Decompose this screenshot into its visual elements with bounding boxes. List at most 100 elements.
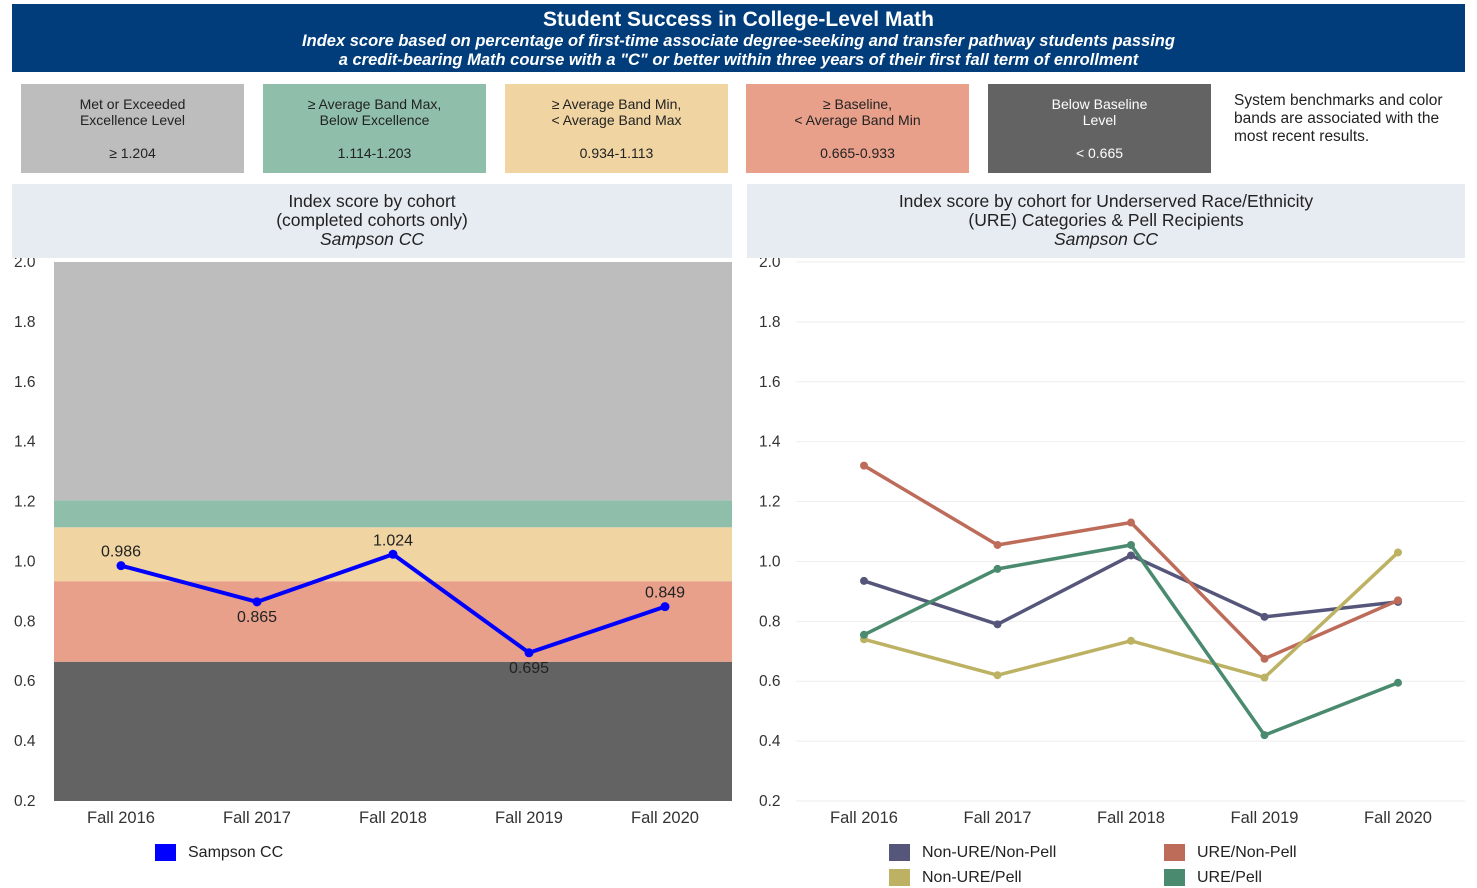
- band-label: Met or Exceeded Excellence Level: [21, 84, 244, 128]
- band-box: ≥ Average Band Max, Below Excellence 1.114…: [263, 84, 486, 173]
- x-tick-label: Fall 2017: [223, 809, 291, 827]
- report-subtitle-line2: a credit-bearing Math course with a "C" …: [338, 51, 1139, 69]
- data-point: [1260, 612, 1269, 621]
- y-tick-label: 0.4: [759, 733, 781, 750]
- band-range: ≥ 1.204: [109, 145, 156, 161]
- y-tick-label: 1.8: [759, 314, 781, 331]
- data-point: [1127, 551, 1135, 560]
- series-line: [862, 550, 1400, 680]
- right-panel-header: Index score by cohort for Underserved Ra…: [747, 184, 1465, 258]
- band-label: ≥ Average Band Min, < Average Band Max: [505, 84, 728, 128]
- band-rect: [54, 500, 732, 528]
- legend-label: URE/Pell: [1197, 869, 1262, 886]
- y-tick-label: 2.0: [759, 258, 781, 271]
- band-range: 0.665-0.933: [820, 145, 895, 161]
- band-range: 0.934-1.113: [579, 145, 654, 161]
- data-label: 1.024: [373, 532, 413, 549]
- data-point: [1127, 540, 1135, 549]
- band-label-line2: < Average Band Max: [551, 112, 682, 128]
- cohort-index-chart: 0.2 0.4 0.6 0.8 1.0 1.2 1.4 1.6 1.8 2.0 Fall 2016 F…: [14, 258, 732, 827]
- x-tick-label: Fall 2019: [1231, 809, 1299, 827]
- x-tick-label: Fall 2016: [830, 809, 898, 827]
- x-tick-label: Fall 2016: [87, 809, 155, 827]
- x-tick-label: Fall 2019: [495, 809, 563, 827]
- band-label-line2: Level: [1082, 112, 1117, 128]
- band-rect: [54, 661, 732, 801]
- band-label-line1: Below Baseline: [1051, 96, 1148, 112]
- data-label: 0.865: [237, 609, 277, 626]
- data-point: [116, 561, 126, 571]
- y-tick-label: 1.0: [759, 553, 781, 570]
- data-label: 0.695: [509, 660, 549, 677]
- x-tick-label: Fall 2018: [359, 809, 427, 827]
- band-label-line2: Below Excellence: [319, 112, 430, 128]
- data-point: [660, 602, 670, 612]
- right-panel-college: Sampson CC: [1053, 229, 1159, 249]
- data-point: [524, 648, 534, 658]
- y-tick-label: 0.8: [759, 613, 781, 630]
- legend-swatch: [155, 844, 176, 861]
- legend-swatch: [1164, 869, 1185, 886]
- report-header: Student Success in College-Level Math In…: [12, 4, 1465, 72]
- y-tick-label: 1.2: [759, 494, 781, 511]
- data-point: [860, 630, 868, 639]
- y-tick-label: 1.4: [759, 434, 781, 451]
- y-tick-label: 0.6: [759, 673, 781, 690]
- y-tick-label: 0.6: [14, 673, 36, 690]
- band-label-line1: ≥ Baseline,: [822, 96, 893, 112]
- y-tick-label: 1.2: [14, 494, 36, 511]
- y-tick-label: 0.8: [14, 613, 36, 630]
- data-point: [1394, 548, 1402, 557]
- benchmark-note: System benchmarks and color bands are as…: [1234, 92, 1443, 145]
- data-point: [993, 671, 1002, 680]
- data-point: [860, 461, 868, 470]
- legend-swatch: [889, 844, 910, 861]
- y-tick-label: 1.0: [14, 553, 36, 570]
- x-tick-label: Fall 2017: [964, 809, 1032, 827]
- right-panel-title-line2: (URE) Categories & Pell Recipients: [968, 210, 1244, 230]
- ure-pell-index-chart: 0.2 0.4 0.6 0.8 1.0 1.2 1.4 1.6 1.8 2.0 Fall 2016 F…: [759, 258, 1465, 827]
- data-point: [993, 564, 1002, 573]
- y-tick-label: 2.0: [14, 258, 36, 271]
- report-title: Student Success in College-Level Math: [543, 8, 934, 31]
- band-label-line2: Excellence Level: [79, 112, 186, 128]
- series-line: [862, 553, 1400, 627]
- band-range: < 0.665: [1075, 145, 1124, 161]
- y-tick-label: 1.8: [14, 314, 36, 331]
- band-rect: [54, 262, 732, 501]
- data-point: [1260, 673, 1269, 682]
- legend-label: URE/Non-Pell: [1197, 844, 1297, 861]
- band-label-line1: ≥ Average Band Max,: [307, 96, 442, 112]
- band-range: 1.114-1.203: [337, 145, 412, 161]
- legend-label: Non-URE/Non-Pell: [922, 844, 1057, 861]
- legend-label: Non-URE/Pell: [922, 869, 1022, 886]
- data-point: [993, 540, 1002, 549]
- left-panel-title-line1: Index score by cohort: [288, 191, 456, 211]
- data-point: [388, 549, 398, 559]
- data-label: 0.849: [645, 585, 685, 602]
- y-tick-label: 1.4: [14, 434, 36, 451]
- band-rect: [54, 581, 732, 662]
- band-box: Met or Exceeded Excellence Level ≥ 1.204: [21, 84, 244, 173]
- band-label-line1: ≥ Average Band Min,: [551, 96, 682, 112]
- right-panel-title-line1: Index score by cohort for Underserved Ra…: [898, 191, 1314, 211]
- data-point: [1394, 596, 1402, 605]
- report-subtitle-line1: Index score based on percentage of first…: [302, 32, 1175, 50]
- left-panel-title-line2: (completed cohorts only): [276, 210, 468, 230]
- data-point: [1394, 678, 1402, 687]
- data-label: 0.986: [101, 544, 141, 561]
- y-tick-label: 0.4: [14, 733, 36, 750]
- band-label-line2: < Average Band Min: [794, 112, 921, 128]
- data-point: [993, 620, 1002, 629]
- band-label-line1: Met or Exceeded: [79, 96, 186, 112]
- data-point: [860, 576, 868, 585]
- y-tick-label: 1.6: [759, 374, 781, 391]
- left-panel-header: Index score by cohort (completed cohorts…: [12, 184, 732, 258]
- x-tick-label: Fall 2018: [1097, 809, 1165, 827]
- data-point: [1260, 654, 1269, 663]
- band-box: Below Baseline Level < 0.665: [988, 84, 1211, 173]
- y-tick-label: 0.2: [14, 793, 36, 810]
- data-point: [252, 597, 262, 607]
- data-point: [1127, 518, 1135, 527]
- data-point: [1127, 636, 1135, 645]
